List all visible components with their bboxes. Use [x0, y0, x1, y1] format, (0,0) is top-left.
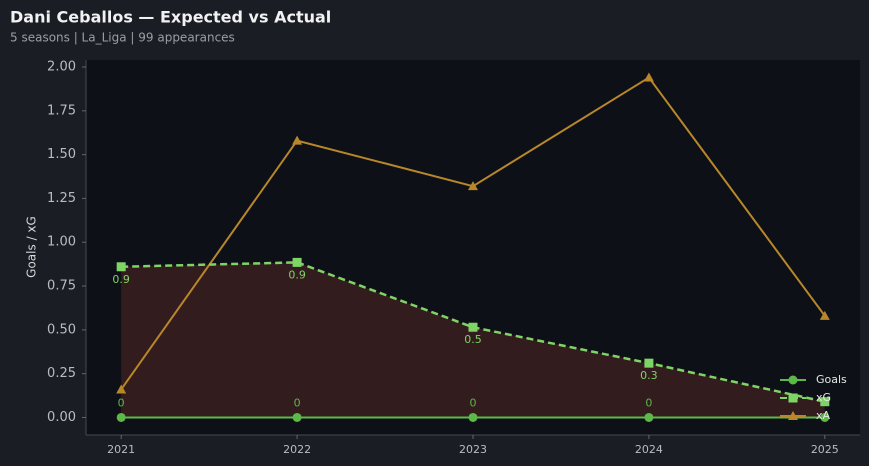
y-tick-label: 0.50 — [47, 322, 76, 337]
point — [292, 135, 303, 145]
point — [468, 412, 478, 422]
chart-title: Dani Ceballos — Expected vs Actual — [10, 8, 331, 27]
point — [292, 257, 302, 267]
value-label: 0 — [118, 396, 125, 409]
point — [468, 181, 478, 191]
value-label: 0.9 — [288, 268, 306, 281]
point — [116, 412, 126, 422]
value-label: 0 — [470, 396, 477, 409]
y-tick-label: 1.25 — [47, 191, 76, 206]
area — [121, 262, 825, 418]
point — [468, 322, 478, 332]
y-tick-label: 0.00 — [47, 410, 76, 425]
legend-label: Goals — [816, 373, 847, 386]
point — [116, 262, 126, 272]
point — [292, 412, 302, 422]
point — [820, 397, 830, 407]
legend-label: xG — [816, 391, 831, 404]
y-tick-label: 2.00 — [47, 60, 76, 75]
point — [644, 358, 654, 368]
legend-label: xA — [816, 409, 831, 422]
x-tick-label: 2024 — [635, 443, 663, 456]
value-label: 0 — [294, 396, 301, 409]
y-axis-label: Goals / xG — [25, 216, 39, 278]
point — [819, 310, 830, 320]
value-label: 0 — [645, 396, 652, 409]
y-tick-label: 0.75 — [47, 279, 76, 294]
value-label: 0.3 — [640, 369, 658, 382]
legend-marker — [788, 411, 798, 420]
point — [643, 72, 654, 82]
y-tick-label: 0.25 — [47, 366, 76, 381]
y-tick-label: 1.75 — [47, 103, 76, 118]
value-label: 0.9 — [112, 273, 130, 286]
x-tick-label: 2023 — [459, 443, 487, 456]
point — [644, 412, 654, 422]
legend-marker — [788, 375, 798, 385]
legend-marker — [788, 393, 798, 403]
chart-subtitle: 5 seasons | La_Liga | 99 appearances — [10, 31, 235, 45]
x-tick-label: 2021 — [107, 443, 135, 456]
point — [116, 384, 127, 394]
x-tick-label: 2022 — [283, 443, 311, 456]
point — [820, 412, 830, 422]
value-label: 0.5 — [464, 333, 482, 346]
y-tick-label: 1.00 — [47, 235, 76, 250]
y-tick-label: 1.50 — [47, 147, 76, 162]
x-tick-label: 2025 — [811, 443, 839, 456]
